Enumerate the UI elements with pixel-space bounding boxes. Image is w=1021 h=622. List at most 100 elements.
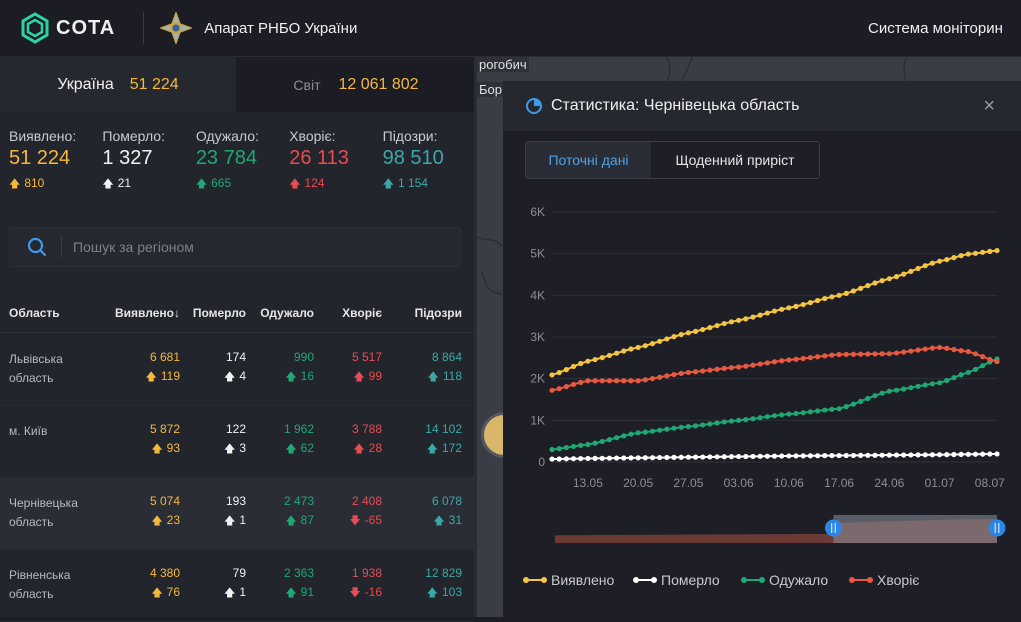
cell-delta-value: 4 [239, 369, 246, 383]
data-point [944, 345, 950, 351]
region-search[interactable] [9, 227, 461, 267]
data-point [901, 386, 907, 392]
data-point [858, 398, 864, 404]
data-point [764, 310, 770, 316]
org-name: Апарат РНБО України [204, 19, 358, 37]
close-icon[interactable]: × [983, 95, 995, 117]
cell-delta: 🡅 99 [353, 369, 382, 385]
tab-world-label: Світ [293, 76, 321, 93]
legend-item-0[interactable]: Виявлено [523, 572, 615, 588]
data-point [736, 453, 742, 460]
data-point [771, 453, 778, 459]
data-point [578, 360, 584, 367]
cell-delta-value: 99 [368, 369, 382, 383]
data-point [936, 258, 943, 264]
data-point [972, 250, 979, 256]
cell-delta: 🡅 76 [151, 585, 180, 601]
range-handle-start[interactable] [824, 519, 842, 537]
data-point [721, 365, 727, 372]
data-point [936, 452, 943, 458]
data-point [958, 451, 964, 457]
map-city-label: рогобич [477, 57, 529, 72]
data-point [714, 366, 720, 372]
header-died[interactable]: Померло [192, 305, 246, 320]
data-point [807, 300, 813, 306]
header-recovered[interactable]: Одужало [260, 305, 314, 320]
stat-delta: 🡅 810 [9, 175, 102, 194]
data-point [858, 351, 864, 357]
cell-delta-value: 93 [166, 441, 180, 455]
data-point [757, 312, 763, 318]
table-row[interactable]: м. Київ 5 872 🡅 93 122 🡅 3 1 962 🡅 62 3 788 🡅 28 14 1… [0, 406, 474, 478]
legend-label: Одужало [769, 572, 828, 588]
summary-tabs: Україна 51 224 Світ 12 061 802 [0, 57, 476, 112]
sidebar-scrollbar[interactable] [474, 57, 477, 617]
arrow-up-icon: 🡅 [102, 178, 114, 190]
tab-daily-growth[interactable]: Щоденний приріст [651, 142, 819, 178]
data-point [994, 359, 1000, 365]
stat-died: Померло: 1 327 🡅 21 [102, 128, 195, 210]
data-point [915, 452, 921, 458]
tab-ukraine[interactable]: Україна 51 224 [0, 57, 236, 112]
header-detected[interactable]: Виявлено↓ [100, 306, 180, 320]
data-point [786, 453, 792, 459]
cell-detected: 6 681 🡅 119 [100, 350, 180, 405]
stat-value: 23 784 [195, 147, 257, 169]
data-point [635, 344, 641, 351]
data-point [936, 344, 943, 351]
search-input[interactable] [73, 239, 433, 255]
cell-value: 6 078 [431, 494, 462, 508]
data-point [628, 431, 634, 437]
data-point [944, 377, 950, 384]
region-name: Чернівецька область [9, 496, 78, 529]
data-point [736, 417, 742, 423]
data-point [635, 455, 641, 461]
data-point [728, 454, 735, 460]
data-point [736, 317, 742, 323]
data-point [980, 363, 986, 369]
data-point [972, 351, 979, 357]
data-point [951, 375, 957, 381]
data-point [865, 351, 871, 357]
cell-delta-value: 76 [166, 585, 180, 599]
cell-value: 122 [225, 422, 246, 436]
table-row[interactable]: Чернівецька область 5 074 🡅 23 193 🡅 1 2 473 🡅 87… [0, 478, 474, 550]
y-tick-label: 0 [538, 455, 545, 469]
cell-died: 193 🡅 1 [180, 494, 246, 549]
data-point [700, 422, 706, 428]
cell-recovered: 2 473 🡅 87 [246, 494, 314, 549]
tab-world[interactable]: Світ 12 061 802 [236, 57, 476, 112]
cell-delta: 🡅 62 [285, 441, 314, 457]
legend-item-1[interactable]: Померло [633, 572, 720, 588]
legend-item-3[interactable]: Хворіє [849, 572, 919, 588]
data-point [692, 328, 699, 334]
cell-detected: 5 872 🡅 93 [100, 422, 180, 477]
legend-item-2[interactable]: Одужало [741, 572, 828, 588]
cell-value: 2 473 [283, 494, 314, 508]
header-region[interactable]: Область [9, 305, 60, 320]
data-point [764, 360, 770, 366]
data-point [556, 386, 562, 392]
cota-logo[interactable]: COTA [20, 12, 115, 44]
data-point [664, 336, 670, 342]
data-point [886, 276, 892, 282]
table-row[interactable]: Рівненська область 4 380 🡅 76 79 🡅 1 2 363 🡅 91 1 … [0, 550, 474, 622]
cell-delta: 🡅 4 [224, 369, 246, 385]
data-point [929, 260, 936, 266]
header-sick[interactable]: Хворіє [342, 305, 382, 320]
cota-logo-icon [21, 12, 49, 44]
cell-value: 2 363 [283, 566, 314, 580]
tab-current-data[interactable]: Поточні дані [526, 142, 651, 178]
data-point [585, 378, 591, 384]
data-point [958, 253, 964, 259]
data-point [692, 369, 699, 375]
table-row[interactable]: Львівська область 6 681 🡅 119 174 🡅 4 990 🡅 16 5 5… [0, 334, 474, 406]
data-point [822, 453, 828, 459]
cell-delta: 🡅 119 [146, 369, 180, 385]
range-handle-end[interactable] [988, 519, 1006, 537]
sort-down-icon: ↓ [174, 305, 180, 320]
cell-delta: 🡅 172 [427, 441, 462, 457]
data-point [829, 452, 835, 459]
legend-dot [759, 577, 765, 583]
header-suspected[interactable]: Підозри [414, 305, 462, 320]
